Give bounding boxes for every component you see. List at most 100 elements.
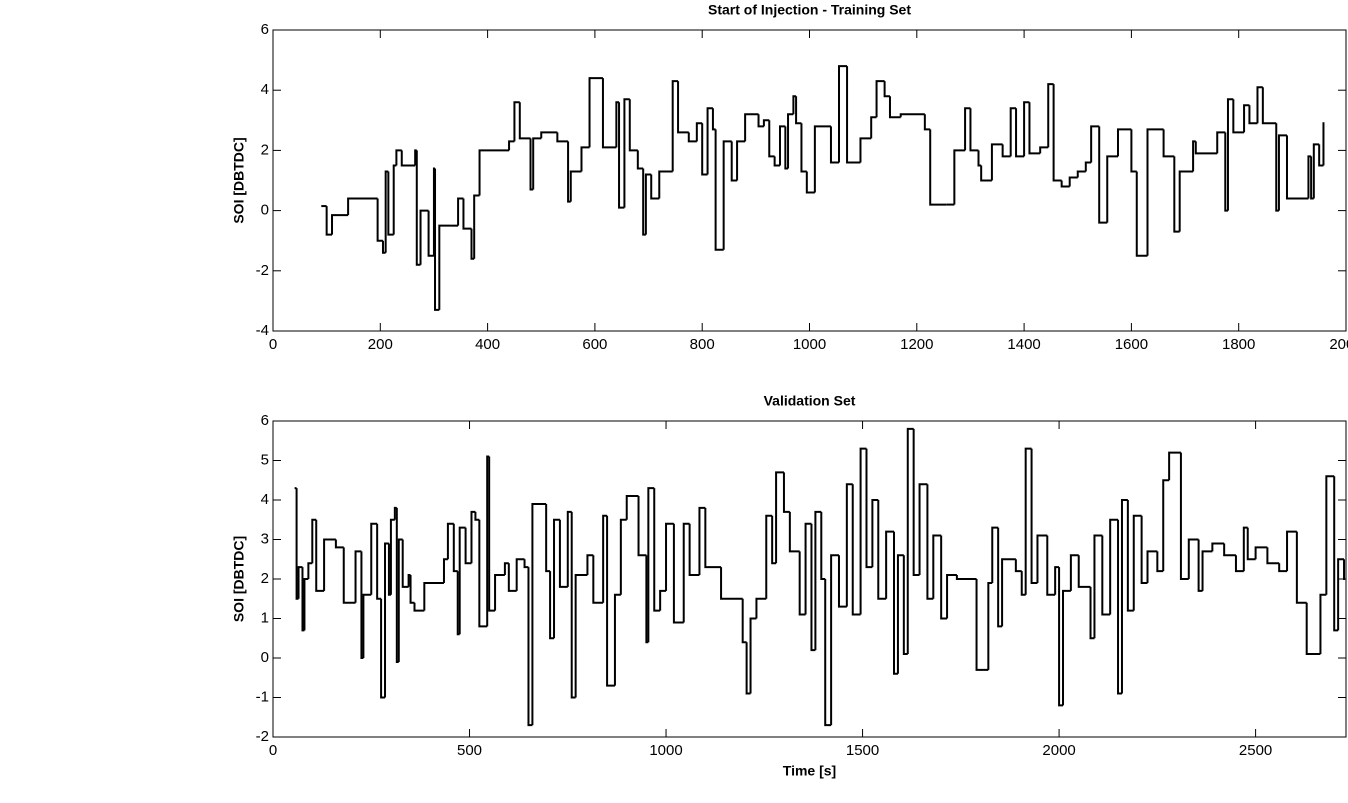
- line-step: [912, 428, 920, 577]
- line-step: [569, 170, 582, 202]
- line-step: [625, 495, 639, 520]
- line-step: [990, 143, 1003, 181]
- plot-area: [272, 420, 1347, 738]
- y-tick-label: 6: [261, 21, 269, 38]
- line-step: [1211, 542, 1225, 552]
- x-tick-label: 800: [690, 336, 715, 353]
- line-step: [325, 206, 333, 236]
- line-step: [1015, 108, 1025, 158]
- line-step: [419, 209, 429, 265]
- line-step: [586, 554, 594, 576]
- line-step: [1322, 122, 1325, 166]
- line-step: [997, 527, 1003, 628]
- line-step: [918, 483, 928, 576]
- line-step: [503, 562, 509, 576]
- line-step: [1156, 551, 1164, 573]
- line-step: [695, 122, 703, 142]
- line-step: [331, 214, 349, 235]
- line-step: [830, 554, 839, 726]
- line-step: [446, 522, 454, 560]
- line-step: [362, 593, 372, 658]
- line-step: [1101, 535, 1111, 616]
- x-tick-label: 2500: [1239, 742, 1272, 759]
- line-step: [906, 427, 914, 655]
- line-step: [1333, 476, 1339, 632]
- line-step: [1130, 129, 1137, 173]
- y-tick-label: -4: [256, 322, 269, 339]
- line-step: [1120, 499, 1128, 694]
- line-step: [1246, 527, 1256, 561]
- chart-title: Start of Injection - Training Set: [708, 2, 911, 18]
- line-step: [762, 119, 770, 127]
- line-step: [1106, 155, 1118, 223]
- line-step: [824, 579, 832, 727]
- line-step: [606, 515, 615, 687]
- line-step: [602, 514, 608, 603]
- line-step: [647, 487, 655, 643]
- x-tick-label: 1600: [1115, 336, 1148, 353]
- line-step: [1132, 514, 1142, 611]
- line-step: [926, 484, 934, 600]
- line-step: [1009, 107, 1017, 157]
- line-step: [1126, 500, 1134, 612]
- line-step: [601, 78, 617, 149]
- line-step: [804, 522, 812, 615]
- line-step: [851, 484, 861, 616]
- line-step: [946, 574, 957, 619]
- line-step: [644, 173, 652, 235]
- line-step: [478, 149, 510, 196]
- line-step: [1277, 134, 1287, 211]
- line-step: [1052, 84, 1062, 182]
- line-step: [1020, 571, 1026, 596]
- line-step: [566, 510, 572, 587]
- line-step: [1261, 87, 1277, 125]
- line-step: [342, 547, 356, 604]
- line-step: [720, 567, 743, 600]
- y-tick-label: 2: [261, 141, 269, 158]
- line-step: [672, 523, 684, 624]
- x-tick-label: 1400: [1007, 336, 1040, 353]
- y-tick-label: 1: [261, 609, 269, 626]
- line-step: [778, 125, 786, 166]
- line-step: [964, 107, 971, 151]
- line-step: [800, 123, 807, 173]
- y-tick-label: 5: [261, 451, 269, 468]
- line-step: [1248, 105, 1258, 125]
- line-step: [1319, 593, 1327, 655]
- line-step: [464, 527, 472, 565]
- line-step: [462, 198, 472, 230]
- line-step: [1295, 531, 1307, 604]
- line-step: [553, 518, 560, 639]
- line-step: [885, 530, 895, 599]
- line-step: [513, 101, 520, 142]
- line-step: [384, 542, 389, 698]
- line-step: [888, 96, 901, 119]
- line-step: [427, 210, 434, 257]
- line-step: [820, 511, 826, 580]
- line-step: [1216, 131, 1226, 154]
- y-tick-label: 3: [261, 530, 269, 547]
- line-step: [1098, 126, 1108, 224]
- line-step: [1140, 515, 1148, 584]
- line-step: [370, 522, 378, 595]
- line-step: [540, 131, 558, 139]
- line-step: [303, 578, 309, 631]
- line-step: [523, 559, 529, 569]
- line-step: [755, 597, 767, 619]
- line-step: [991, 526, 999, 583]
- line-step: [896, 554, 904, 674]
- y-tick-label: 0: [261, 649, 269, 666]
- line-step: [682, 522, 690, 623]
- line-step: [389, 518, 395, 595]
- x-tick-label: 1000: [649, 742, 682, 759]
- line-step: [380, 598, 386, 699]
- x-tick-label: 200: [368, 336, 393, 353]
- line-step: [1054, 566, 1060, 595]
- line-step: [837, 555, 847, 608]
- line-step: [434, 168, 440, 311]
- line-step: [773, 156, 780, 167]
- line-step: [845, 483, 853, 607]
- line-step: [1234, 555, 1244, 573]
- line-step: [1179, 452, 1189, 580]
- line-step: [1109, 518, 1119, 615]
